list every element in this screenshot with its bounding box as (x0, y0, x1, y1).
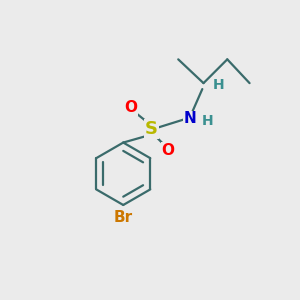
Text: H: H (202, 114, 213, 128)
Text: H: H (213, 78, 225, 92)
Text: Br: Br (114, 210, 133, 225)
Text: N: N (184, 111, 196, 126)
Text: O: O (161, 142, 174, 158)
Text: O: O (124, 100, 137, 115)
Text: S: S (145, 120, 158, 138)
